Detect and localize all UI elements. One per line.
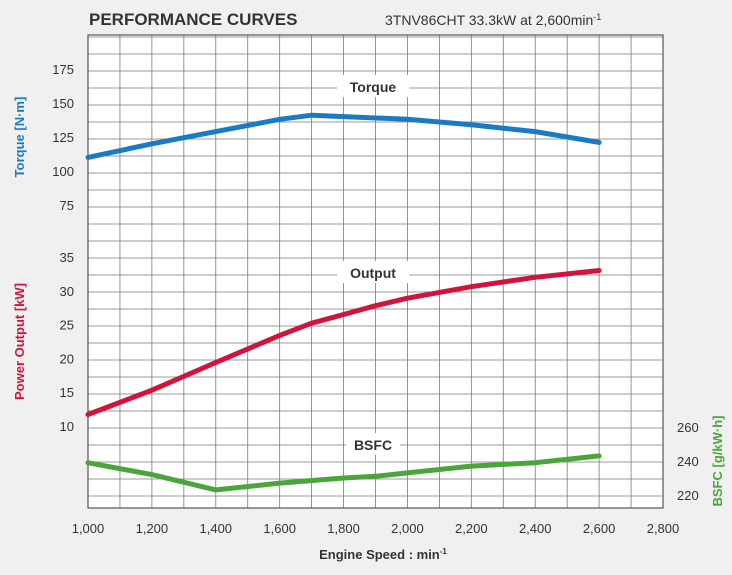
series-label-bg xyxy=(346,433,400,455)
y-tick-label: 25 xyxy=(60,318,74,333)
y-tick-label: 35 xyxy=(60,250,74,265)
plot-frame xyxy=(87,34,664,509)
chart-title: PERFORMANCE CURVES xyxy=(89,10,297,29)
y-tick-label: 150 xyxy=(52,96,74,111)
series-label-bg xyxy=(337,261,409,283)
y-tick-label: 30 xyxy=(60,284,74,299)
x-tick-label: 1,600 xyxy=(263,521,296,536)
y-tick-label: 220 xyxy=(677,488,699,503)
x-tick-label: 2,000 xyxy=(391,521,424,536)
y-tick-label: 100 xyxy=(52,164,74,179)
series-line-bsfc xyxy=(85,453,602,493)
series-label: Output xyxy=(350,265,396,281)
y-tick-label: 20 xyxy=(60,351,74,366)
y-tick-label: 240 xyxy=(677,454,699,469)
x-tick-label: 2,800 xyxy=(647,521,680,536)
series-label: BSFC xyxy=(354,437,392,453)
series-label-bg xyxy=(337,75,409,97)
y-tick-label: 75 xyxy=(60,198,74,213)
y-axis-label: BSFC [g/kW·h] xyxy=(710,416,725,507)
series-labels: Torque Output BSFC xyxy=(337,75,409,455)
x-tick-label: 1,200 xyxy=(136,521,169,536)
y-tick-label: 260 xyxy=(677,420,699,435)
y-tick-label: 15 xyxy=(60,385,74,400)
x-tick-label: 1,000 xyxy=(72,521,105,536)
series-label: Torque xyxy=(350,79,397,95)
y-tick-label: 125 xyxy=(52,130,74,145)
axis-ticks: 1,000 1,200 1,400 1,600 1,800 2,000 2,200 2,400… xyxy=(12,62,725,536)
x-tick-label: 1,800 xyxy=(327,521,360,536)
y-axis-label: Torque [N·m] xyxy=(12,97,27,178)
y-tick-label: 175 xyxy=(52,62,74,77)
x-tick-label: 2,600 xyxy=(583,521,616,536)
y-axis-label: Power Output [kW] xyxy=(12,283,27,400)
x-tick-label: 2,200 xyxy=(455,521,488,536)
x-tick-label: 1,400 xyxy=(200,521,233,536)
x-axis-label: Engine Speed : min-1 xyxy=(319,547,447,562)
model-spec: 3TNV86CHT 33.3kW at 2,600min-1 xyxy=(385,12,601,28)
series-lines xyxy=(85,112,602,493)
x-tick-label: 2,400 xyxy=(519,521,552,536)
y-tick-label: 10 xyxy=(60,419,74,434)
